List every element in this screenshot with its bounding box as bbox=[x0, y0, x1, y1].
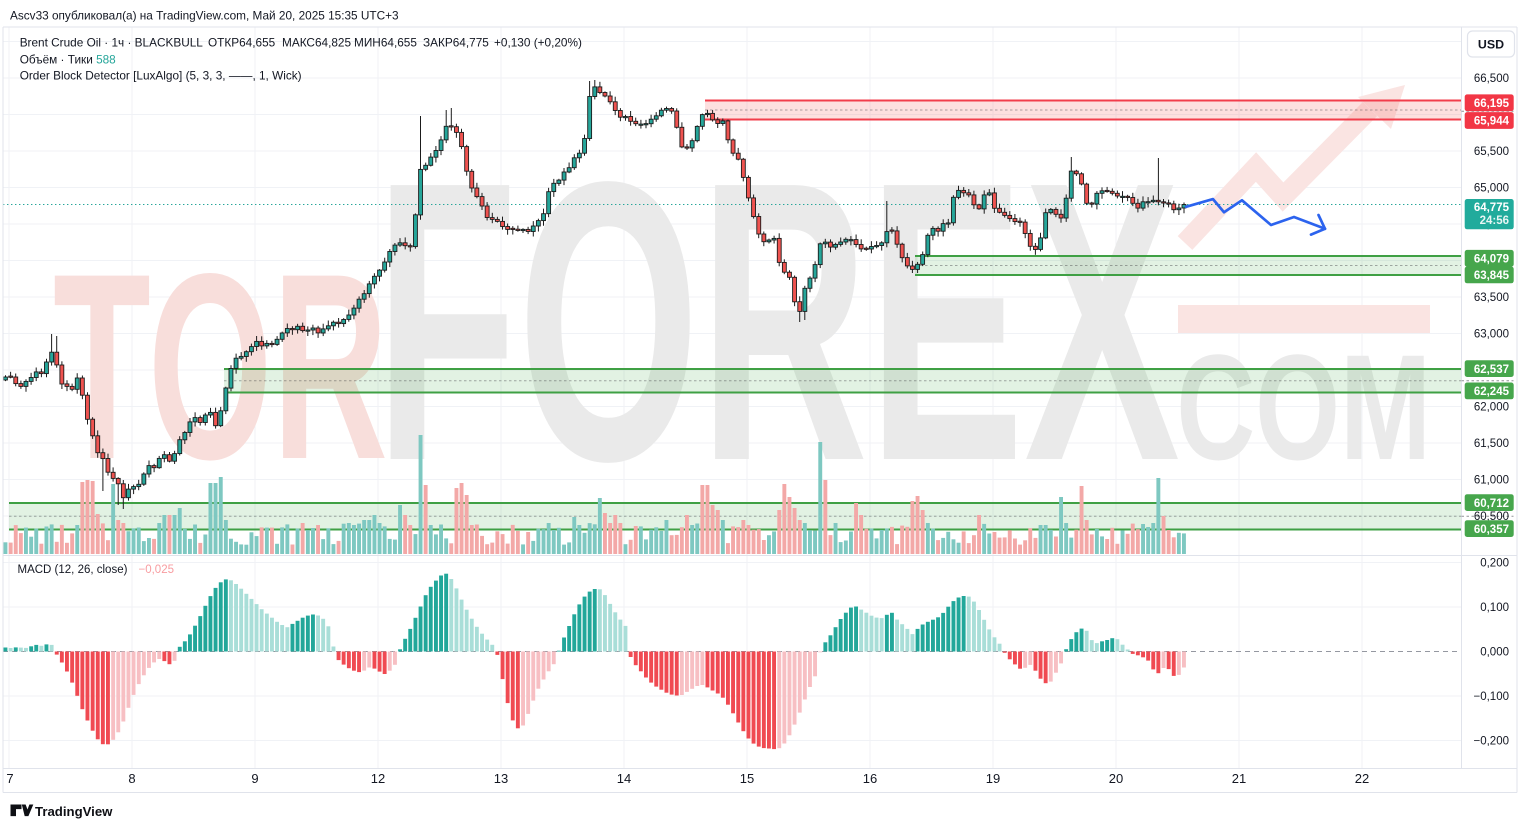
svg-text:60,357: 60,357 bbox=[1474, 524, 1509, 536]
svg-text:13: 13 bbox=[494, 771, 508, 786]
svg-text:66,195: 66,195 bbox=[1474, 98, 1510, 110]
svg-text:64,079: 64,079 bbox=[1474, 254, 1509, 266]
svg-text:14: 14 bbox=[617, 771, 631, 786]
svg-text:62,000: 62,000 bbox=[1474, 402, 1509, 414]
svg-text:9: 9 bbox=[251, 771, 258, 786]
svg-text:ЗАКР64,775: ЗАКР64,775 bbox=[423, 36, 489, 50]
svg-text:21: 21 bbox=[1232, 771, 1246, 786]
svg-text:63,845: 63,845 bbox=[1474, 270, 1510, 282]
svg-text:65,944: 65,944 bbox=[1474, 116, 1510, 128]
svg-text:66,500: 66,500 bbox=[1474, 73, 1509, 85]
svg-text:−0,200: −0,200 bbox=[1474, 736, 1510, 748]
svg-text:MACD (12, 26, close): MACD (12, 26, close) bbox=[18, 564, 128, 576]
svg-text:МИН64,655: МИН64,655 bbox=[354, 36, 417, 50]
svg-text:0,200: 0,200 bbox=[1480, 558, 1509, 570]
svg-text:64,775: 64,775 bbox=[1474, 202, 1510, 214]
svg-text:−0,025: −0,025 bbox=[139, 564, 175, 576]
svg-text:61,500: 61,500 bbox=[1474, 438, 1509, 450]
svg-text:Ascv33 опубликовал(а) на Tradi: Ascv33 опубликовал(а) на TradingView.com… bbox=[10, 9, 399, 23]
svg-text:+0,130 (+0,20%): +0,130 (+0,20%) bbox=[494, 36, 582, 50]
svg-text:63,500: 63,500 bbox=[1474, 292, 1509, 304]
svg-text:FOREX: FOREX bbox=[375, 99, 1181, 543]
svg-text:63,000: 63,000 bbox=[1474, 329, 1509, 341]
svg-text:.COM: .COM bbox=[1146, 324, 1431, 491]
svg-text:МАКС64,825: МАКС64,825 bbox=[282, 36, 351, 50]
svg-text:8: 8 bbox=[128, 771, 135, 786]
svg-text:TradingView: TradingView bbox=[35, 804, 113, 819]
svg-text:ОТКР64,655: ОТКР64,655 bbox=[208, 36, 276, 50]
svg-text:65,500: 65,500 bbox=[1474, 146, 1509, 158]
svg-text:62,245: 62,245 bbox=[1474, 386, 1510, 398]
svg-text:24:56: 24:56 bbox=[1480, 215, 1509, 227]
svg-text:60,500: 60,500 bbox=[1474, 511, 1509, 523]
svg-text:62,537: 62,537 bbox=[1474, 364, 1509, 376]
svg-text:60,712: 60,712 bbox=[1474, 498, 1509, 510]
svg-text:12: 12 bbox=[371, 771, 385, 786]
svg-text:USD: USD bbox=[1478, 38, 1504, 52]
svg-text:19: 19 bbox=[986, 771, 1000, 786]
svg-text:16: 16 bbox=[863, 771, 877, 786]
svg-text:0,100: 0,100 bbox=[1480, 602, 1509, 614]
svg-text:20: 20 bbox=[1109, 771, 1123, 786]
svg-text:Brent Crude Oil · 1ч · BLACKBU: Brent Crude Oil · 1ч · BLACKBULL bbox=[20, 36, 204, 50]
svg-text:7: 7 bbox=[6, 771, 13, 786]
svg-text:Объём · Тики 588: Объём · Тики 588 bbox=[20, 52, 116, 66]
svg-text:Order Block Detector [LuxAlgo]: Order Block Detector [LuxAlgo] (5, 3, 3,… bbox=[20, 69, 302, 83]
svg-text:22: 22 bbox=[1355, 771, 1369, 786]
svg-text:61,000: 61,000 bbox=[1474, 475, 1509, 487]
svg-text:65,000: 65,000 bbox=[1474, 183, 1509, 195]
svg-text:15: 15 bbox=[740, 771, 754, 786]
svg-text:−0,100: −0,100 bbox=[1474, 691, 1510, 703]
svg-text:0,000: 0,000 bbox=[1480, 647, 1509, 659]
